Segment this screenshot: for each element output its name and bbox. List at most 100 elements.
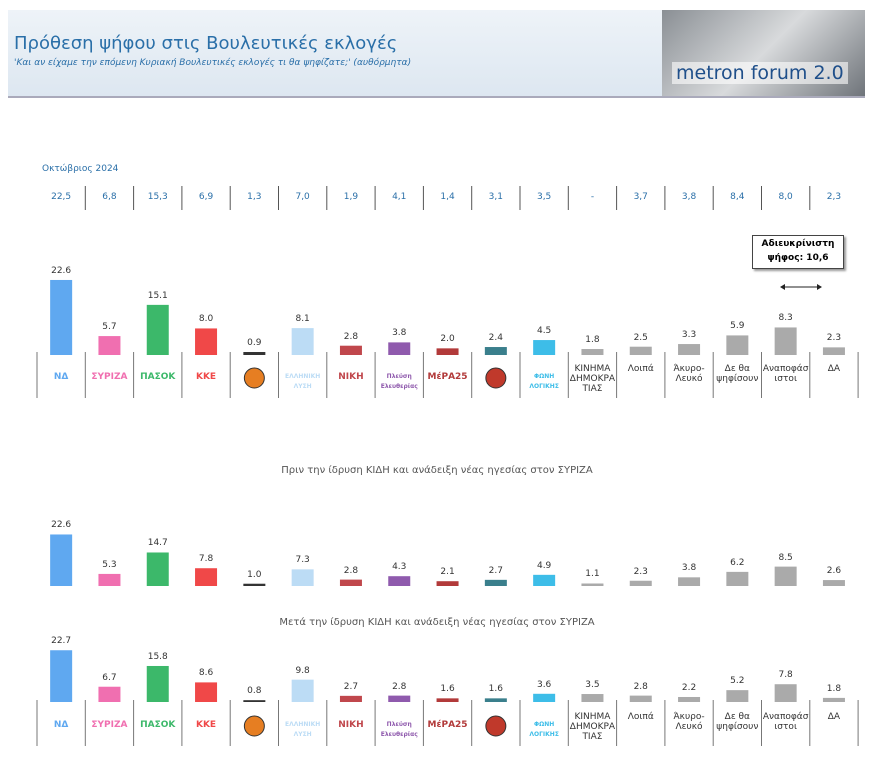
value-label: 3.6 [536,679,552,690]
category-label: ΔΑ [827,364,841,374]
value-label: 4.3 [392,562,407,573]
october-value: 6,9 [198,192,214,202]
october-value: 22,5 [51,192,72,202]
value-label: 9.8 [295,665,310,676]
value-label: 8.5 [778,552,793,563]
bar [388,576,411,586]
bar [822,580,845,586]
october-value: 3,8 [681,192,697,202]
bar [822,347,845,355]
value-label: 22.7 [51,636,72,647]
bar [98,573,121,586]
value-label: 3.3 [681,330,697,341]
october-value: 4,1 [392,192,407,202]
bar [436,698,459,702]
october-value: 3,7 [633,192,648,202]
bar [388,342,411,355]
bar [436,348,459,355]
value-label: 0.9 [247,338,262,348]
value-label: 15.8 [147,651,168,662]
party-logo: ΝΙΚΗ [338,372,364,382]
october-value: 7,0 [295,192,310,202]
value-label: 2.4 [488,333,503,344]
october-value: 3,5 [536,192,552,202]
arrow-head-right [817,284,822,290]
party-logo: ΠΑΣΟΚ [140,720,176,730]
value-label: 7.3 [295,555,310,566]
category-label: Λοιπά [627,364,654,374]
value-label: 8.1 [295,314,310,325]
chart-subtitle: Μετά την ίδρυση ΚΙΔΗ και ανάδειξη νέας η… [279,617,595,628]
party-logo: ΦΩΝΗ ΛΟΓΙΚΗΣ [529,373,559,390]
party-logo: ΝΙΚΗ [338,720,364,730]
october-value: 6,8 [102,192,117,202]
value-label: 8.3 [778,313,793,324]
bar [581,583,604,586]
value-label: 6.7 [102,672,117,683]
value-label: 2.7 [488,565,503,576]
value-label: 1.6 [440,684,455,695]
value-label: 4.9 [536,560,552,571]
party-logo: ΚΚΕ [195,720,217,730]
value-label: 1.1 [585,569,600,580]
bar [533,574,556,586]
bar [629,580,652,586]
bar [50,279,73,355]
bar [339,345,362,355]
category-label: Άκυρο-Λευκό [673,364,705,384]
party-logo: ΕΛΛΗΝΙΚΗ ΛΥΣΗ [284,373,321,390]
value-label: 1.6 [488,684,503,695]
logo-icon [485,715,507,737]
bar [291,328,314,355]
value-label: 15.1 [147,290,168,301]
value-label: 2.8 [343,565,359,576]
bar [50,534,73,586]
party-logo: ΕΛΛΗΝΙΚΗ ΛΥΣΗ [284,721,321,738]
arrow-head-left [780,284,785,290]
value-label: 2.2 [681,682,697,693]
value-label: 2.8 [392,681,407,692]
value-label: 3.8 [681,563,697,574]
value-label: 2.8 [633,681,648,692]
october-value: 1,4 [440,192,455,202]
october-label: Οκτώβριος 2024 [42,164,119,174]
party-logo: ΜέΡΑ25 [427,720,468,730]
bar [678,577,701,586]
october-value: 8,0 [778,192,793,202]
bar [291,679,314,702]
category-label: Άκυρο-Λευκό [673,712,705,732]
bar [339,695,362,702]
value-label: 5.2 [730,676,745,687]
bar [146,552,169,586]
bar [243,583,266,586]
october-value: 8,4 [730,192,745,202]
bar [774,566,797,586]
bar [388,695,411,702]
value-label: 2.5 [633,332,648,343]
chart-subtitle: Πριν την ίδρυση ΚΙΔΗ και ανάδειξη νέας η… [281,465,593,476]
bar [678,344,701,355]
bar [50,650,73,702]
value-label: 2.3 [633,566,648,577]
party-logo: Πλεύση Ελευθερίας [380,721,418,738]
bar [726,571,749,586]
bar [678,696,701,702]
value-label: 6.2 [730,557,745,568]
party-logo: ΝΔ [53,372,69,382]
bar [195,328,218,355]
party-logo: ΝΔ [53,720,69,730]
subtitle: 'Και αν είχαμε την επόμενη Κυριακή Βουλε… [14,58,412,68]
value-label: 14.7 [147,538,168,549]
value-label: 22.6 [51,265,72,276]
logo-icon [243,367,265,389]
bar [98,336,121,355]
bar [581,349,604,355]
title: Πρόθεση ψήφου στις Βουλευτικές εκλογές [14,33,398,54]
bar [726,690,749,702]
october-value: 3,1 [488,192,503,202]
value-label: 5.7 [102,322,117,333]
bar [436,581,459,586]
value-label: 2.8 [343,331,359,342]
party-logo: ΠΑΣΟΚ [140,372,176,382]
